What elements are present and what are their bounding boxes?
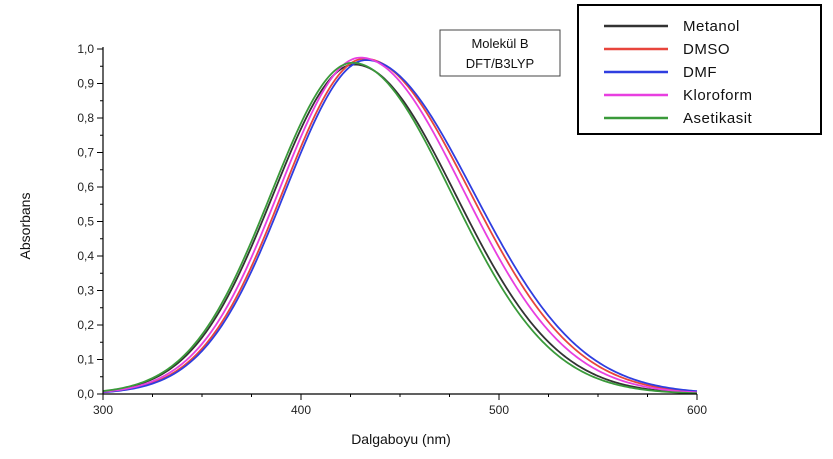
annotation-box: Molekül B DFT/B3LYP: [439, 29, 561, 77]
axes: 300 400 500 600 0,0 0,1 0,2 0,3 0,4 0,5 0,6 0,7 0,8 0…: [77, 42, 707, 417]
series-line-dmf: [102, 59, 698, 394]
series-line-asetikasit: [102, 61, 698, 395]
plot-area: [102, 56, 698, 395]
x-tick-label: 300: [93, 403, 113, 417]
y-tick-label: 0,7: [77, 146, 94, 160]
y-tick-label: 0,4: [77, 249, 94, 263]
y-tick-label: 1,0: [77, 42, 94, 56]
series-line-metanol: [102, 63, 698, 394]
x-tick-label: 400: [291, 403, 311, 417]
y-tick-label: 0,1: [77, 353, 94, 367]
x-tick-label: 600: [687, 403, 707, 417]
annotation-method: DFT/B3LYP: [466, 56, 534, 71]
y-tick-label: 0,6: [77, 180, 94, 194]
legend-label-dmf: DMF: [683, 64, 717, 81]
series-line-kloroform: [102, 56, 698, 394]
y-tick-label: 0,0: [77, 387, 94, 401]
y-tick-label: 0,9: [77, 77, 94, 91]
y-tick-label: 0,5: [77, 215, 94, 229]
y-tick-label: 0,8: [77, 111, 94, 125]
legend-label-kloroform: Kloroform: [683, 87, 753, 104]
y-axis-label: Absorbans: [17, 193, 33, 260]
legend-label-dmso: DMSO: [683, 41, 730, 58]
series-line-dmso: [102, 57, 698, 394]
y-tick-label: 0,2: [77, 318, 94, 332]
legend: Metanol DMSO DMF Kloroform Asetikasit: [577, 4, 822, 135]
x-axis-label: Dalgaboyu (nm): [351, 431, 451, 447]
legend-label-metanol: Metanol: [683, 18, 740, 35]
annotation-molecule: Molekül B: [471, 36, 528, 51]
x-tick-label: 500: [489, 403, 509, 417]
y-tick-label: 0,3: [77, 284, 94, 298]
legend-label-asetikasit: Asetikasit: [683, 110, 753, 127]
